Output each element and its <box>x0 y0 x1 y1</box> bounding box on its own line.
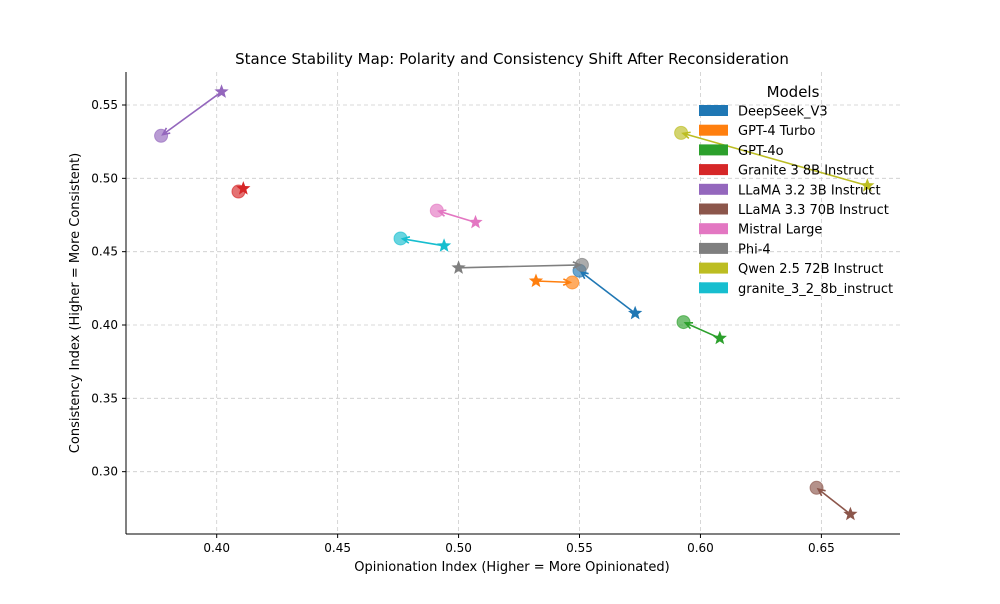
y-axis-label: Consistency Index (Higher = More Consist… <box>68 153 83 453</box>
y-tick-label: 0.30 <box>91 465 118 479</box>
legend-label: GPT-4o <box>738 144 784 159</box>
shift-arrow-line <box>682 132 868 187</box>
legend-title: Models <box>767 83 820 101</box>
shift-arrow-line <box>535 280 571 284</box>
legend-label: LLaMA 3.3 70B Instruct <box>738 203 889 218</box>
shift-arrow-line <box>162 91 223 136</box>
series-group <box>676 315 727 345</box>
x-tick-label: 0.40 <box>203 541 230 555</box>
series-group <box>393 231 452 252</box>
legend-label: GPT-4 Turbo <box>738 124 816 139</box>
shift-arrow-line <box>580 271 636 314</box>
x-tick-label: 0.65 <box>808 541 835 555</box>
shift-arrow-line <box>458 264 580 269</box>
legend-label: DeepSeek_V3 <box>738 105 828 120</box>
shift-arrow-head <box>681 131 691 140</box>
series-group <box>451 257 589 274</box>
start-star-marker <box>528 273 544 288</box>
legend-label: granite_3_2_8b_instruct <box>738 282 893 297</box>
end-circle-marker <box>393 231 408 246</box>
shift-arrow-line <box>685 322 721 339</box>
legend-swatch <box>699 242 728 254</box>
end-circle-marker <box>231 184 246 199</box>
data-marks <box>154 84 875 521</box>
legend-swatch <box>699 144 728 156</box>
series-group <box>154 84 229 143</box>
shift-arrow-head <box>816 487 826 497</box>
shift-arrow-head <box>436 209 447 217</box>
shift-arrow-head <box>572 261 582 269</box>
y-tick-label: 0.50 <box>91 171 118 185</box>
y-tick-label: 0.35 <box>91 391 118 405</box>
legend-swatch <box>699 262 728 274</box>
legend-swatch <box>699 282 728 294</box>
x-tick-label: 0.60 <box>687 541 714 555</box>
grid-lines <box>126 72 900 534</box>
legend-swatch <box>699 124 728 136</box>
y-tick-label: 0.40 <box>91 318 118 332</box>
start-star-marker <box>214 84 229 98</box>
legend-label: LLaMA 3.2 3B Instruct <box>738 183 881 198</box>
legend: Models DeepSeek_V3 GPT-4 Turbo GPT-4o Grani… <box>699 83 893 297</box>
legend-swatch <box>699 203 728 215</box>
shift-arrow-head <box>161 127 171 136</box>
shift-arrow-head <box>562 278 573 287</box>
x-axis-label: Opinionation Index (Higher = More Opinio… <box>354 560 669 575</box>
legend-swatch <box>699 105 728 116</box>
legend-label: Mistral Large <box>738 223 822 238</box>
y-tick-label: 0.45 <box>91 245 118 259</box>
end-circle-marker <box>154 128 169 143</box>
x-tick-label: 0.50 <box>445 541 472 555</box>
shift-arrow-line <box>438 210 476 224</box>
legend-swatch <box>699 183 728 195</box>
shift-arrow-line <box>402 238 445 247</box>
series-group <box>572 263 643 320</box>
series-group <box>429 203 483 229</box>
axis-ticks: 0.40 0.45 0.50 0.55 0.60 0.65 0.30 0.35 0.40 0.45… <box>91 98 834 555</box>
series-group <box>674 125 875 192</box>
shift-arrow-head <box>683 321 694 330</box>
legend-swatch <box>699 164 728 176</box>
shift-arrow-head <box>400 236 411 244</box>
series-group <box>528 273 580 290</box>
chart-title: Stance Stability Map: Polarity and Consi… <box>235 50 789 68</box>
y-tick-label: 0.55 <box>91 98 118 112</box>
legend-label: Qwen 2.5 72B Instruct <box>738 262 883 277</box>
shift-arrow-head <box>579 270 589 280</box>
x-tick-label: 0.45 <box>324 541 351 555</box>
axes <box>125 72 900 535</box>
series-group <box>231 181 251 199</box>
shift-arrow-line <box>817 488 851 515</box>
x-tick-label: 0.55 <box>566 541 593 555</box>
legend-swatch <box>699 223 728 235</box>
legend-label: Granite 3 8B Instruct <box>738 164 874 179</box>
legend-label: Phi-4 <box>738 242 771 257</box>
series-group <box>809 480 858 521</box>
